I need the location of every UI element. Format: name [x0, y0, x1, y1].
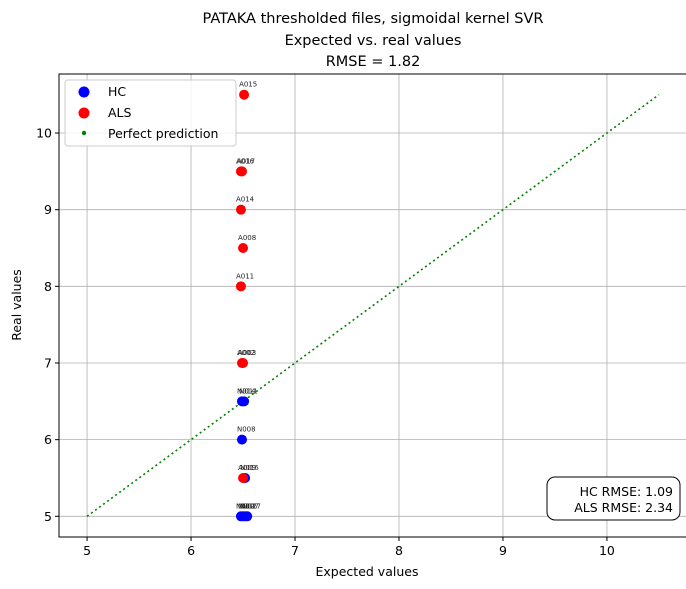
point-hc	[242, 511, 253, 522]
legend-label-perfect: Perfect prediction	[108, 126, 218, 141]
point-label-als: A011	[236, 272, 254, 280]
point-label-hc: N012	[236, 502, 255, 510]
point-label-hc: N017	[242, 502, 261, 510]
x-tick-label: 10	[599, 543, 615, 558]
rmse-box	[546, 476, 681, 521]
plot-frame	[58, 73, 686, 538]
point-label-als: A017	[237, 157, 255, 165]
point-hc	[236, 396, 247, 407]
y-tick-label: 5	[44, 509, 52, 524]
point-label-als: A014	[236, 196, 255, 204]
point-label-als: A002	[237, 349, 255, 357]
point-label-hc: N011	[239, 387, 258, 395]
point-label-hc: N016	[240, 464, 259, 472]
rmse-annotation: HC RMSE: 1.09 ALS RMSE: 2.34	[546, 476, 681, 521]
point-label-hc: N014	[237, 387, 256, 395]
y-tick-label: 9	[44, 202, 52, 217]
rmse-als: ALS RMSE: 2.34	[574, 500, 673, 515]
point-als	[238, 357, 249, 368]
y-tick-label: 7	[44, 355, 52, 370]
x-tick-label: 5	[83, 543, 91, 558]
y-tick-label: 8	[44, 279, 52, 294]
point-als	[235, 281, 246, 292]
point-als	[236, 166, 247, 177]
point-label-als: A016	[236, 157, 255, 165]
x-tick-label: 7	[291, 543, 299, 558]
point-label-als: A015	[239, 81, 257, 89]
legend: HC ALS Perfect prediction	[64, 79, 237, 147]
legend-marker-hc	[78, 86, 90, 98]
legend-label-als: ALS	[108, 105, 132, 120]
point-als	[238, 472, 249, 483]
point-label-als: A003	[238, 349, 256, 357]
legend-marker-als	[78, 107, 90, 119]
point-als	[238, 243, 249, 254]
point-label-hc: N007	[240, 502, 259, 510]
x-tick-label: 8	[395, 543, 403, 558]
point-label-als: A009	[238, 464, 256, 472]
grid-lines	[59, 74, 686, 537]
chart-title-line-2: Expected vs. real values	[285, 33, 462, 49]
point-label-als: A008	[238, 234, 256, 242]
point-hc	[236, 434, 247, 445]
legend-box	[64, 79, 237, 147]
y-axis-label: Real values	[9, 269, 24, 341]
y-tick-label: 10	[36, 126, 52, 141]
x-tick-label: 6	[187, 543, 195, 558]
chart-title-line-1: PATAKA thresholded files, sigmoidal kern…	[203, 11, 544, 27]
point-als	[239, 89, 250, 100]
x-axis-label: Expected values	[316, 564, 419, 579]
rmse-hc: HC RMSE: 1.09	[580, 484, 673, 499]
legend-label-hc: HC	[108, 84, 126, 99]
point-label-hc: N002	[238, 502, 257, 510]
x-tick-label: 9	[499, 543, 507, 558]
y-ticks: 5 6 7 8 9 10	[36, 126, 59, 524]
y-tick-label: 6	[44, 432, 52, 447]
point-als	[235, 204, 246, 215]
legend-marker-perfect	[81, 130, 87, 136]
chart-title-line-3: RMSE = 1.82	[326, 54, 421, 70]
series-layer	[86, 89, 660, 522]
x-ticks: 5 6 7 8 9 10	[83, 537, 615, 558]
perfect-prediction-line	[86, 94, 660, 517]
point-label-hc: N008	[237, 426, 256, 434]
